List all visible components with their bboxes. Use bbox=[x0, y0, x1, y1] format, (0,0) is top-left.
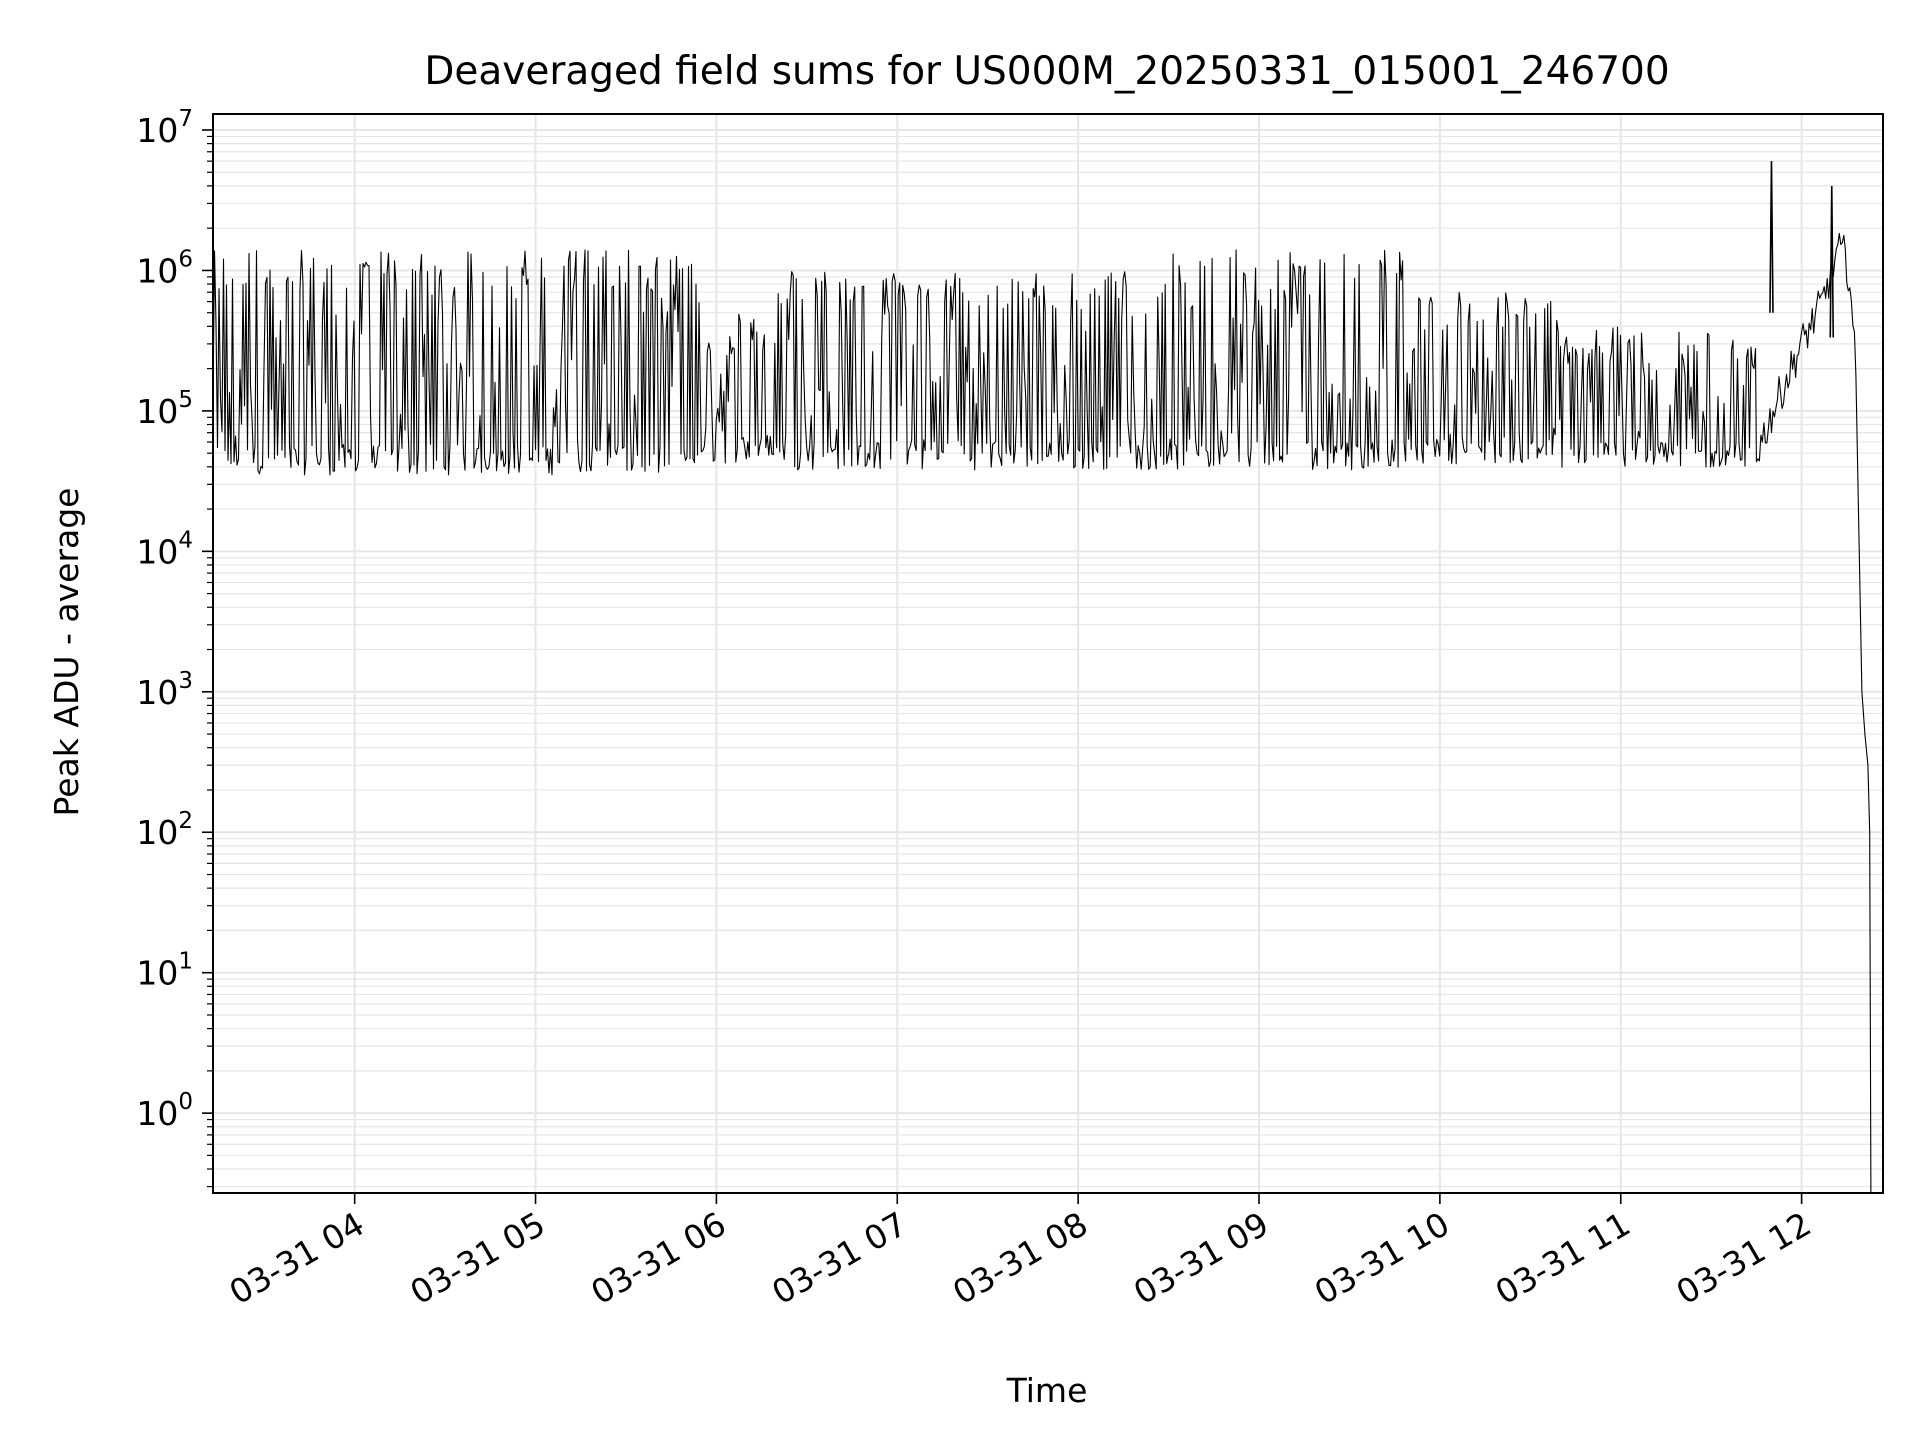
plot-frame bbox=[212, 113, 1884, 1194]
series-spike bbox=[1769, 161, 1774, 313]
y-tick-label: 102 bbox=[136, 808, 193, 852]
y-tick-label: 104 bbox=[136, 527, 193, 571]
x-axis-label: Time bbox=[1006, 1371, 1088, 1410]
y-tick-label: 105 bbox=[136, 387, 193, 431]
series-line bbox=[212, 232, 1872, 1194]
y-tick-label: 107 bbox=[136, 106, 193, 150]
series-spike bbox=[1829, 185, 1835, 338]
y-tick-label: 106 bbox=[136, 246, 193, 290]
y-tick-label: 101 bbox=[136, 949, 193, 993]
data-series bbox=[212, 161, 1872, 1194]
y-tick-label: 103 bbox=[136, 668, 193, 712]
y-axis-label: Peak ADU - average bbox=[47, 488, 86, 817]
grid bbox=[213, 114, 1883, 1193]
y-tick-label: 100 bbox=[136, 1089, 193, 1133]
chart-title: Deaveraged field sums for US000M_2025033… bbox=[424, 49, 1669, 94]
